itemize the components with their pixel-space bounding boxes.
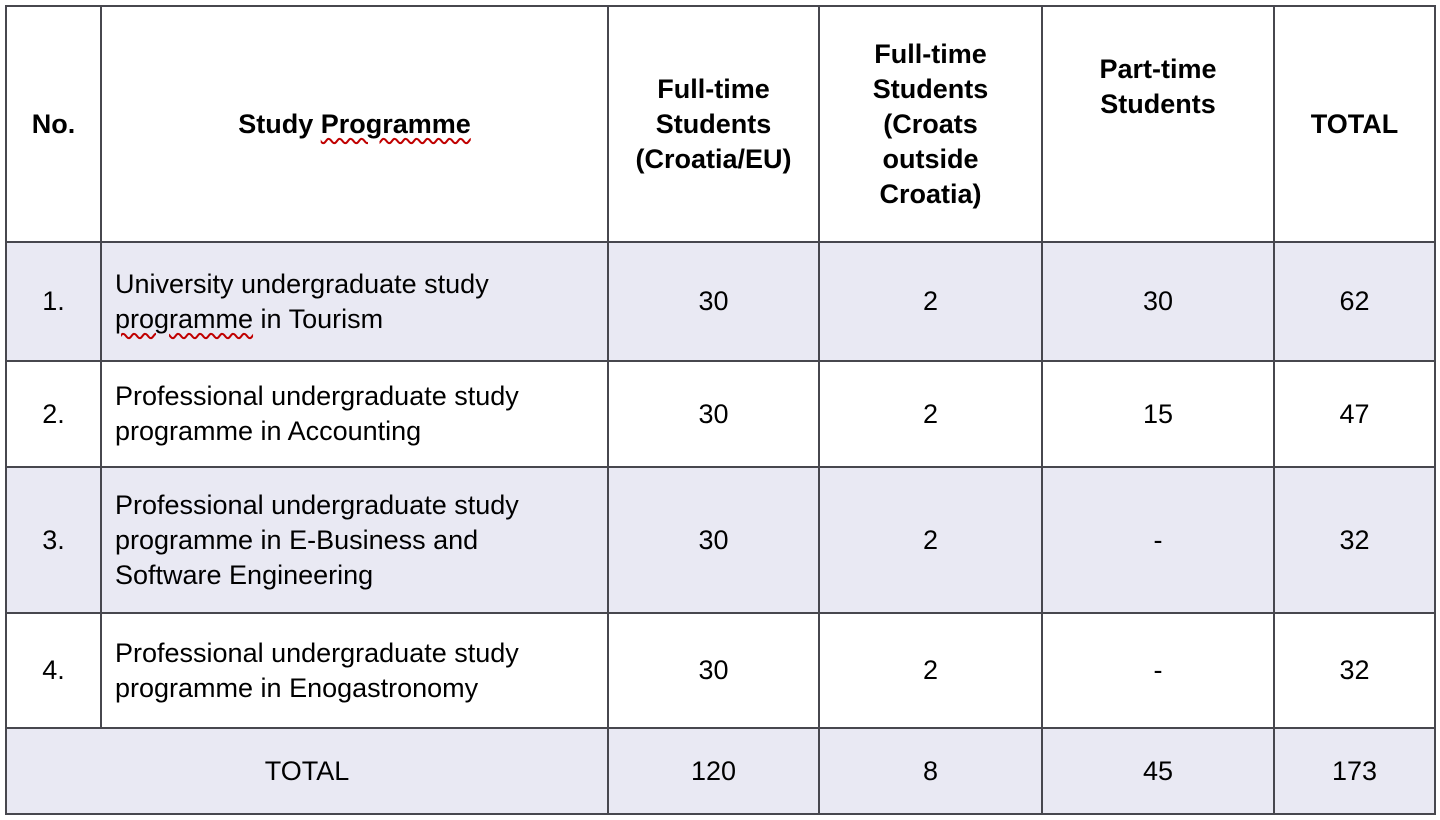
cell-r4-no: 4.: [5, 612, 102, 729]
header-study-prefix: Study: [238, 108, 321, 139]
cell-r4-parttime: -: [1041, 612, 1275, 729]
cell-r3-fulltime-eu: 30: [607, 466, 820, 614]
cell-r2-no: 2.: [5, 360, 102, 468]
cell-r3-no: 3.: [5, 466, 102, 614]
cell-r4-programme: Professional undergraduate study program…: [100, 612, 609, 729]
cell-r3-fulltime-croats: 2: [818, 466, 1043, 614]
header-cell-no: No.: [5, 5, 102, 243]
totals-row: TOTAL 120 8 45 173: [5, 727, 1436, 815]
r1-programme-misspelled-word: programme: [115, 303, 254, 334]
cell-r4-fulltime-croats: 2: [818, 612, 1043, 729]
cell-r1-parttime: 30: [1041, 241, 1275, 362]
cell-r3-total: 32: [1273, 466, 1436, 614]
cell-footer-fulltime-croats: 8: [818, 727, 1043, 815]
r4-programme-text: Professional undergraduate study program…: [115, 637, 519, 703]
cell-r2-total: 47: [1273, 360, 1436, 468]
enrollment-table: No. Study Programme Full-time Students (…: [5, 5, 1436, 815]
header-row: No. Study Programme Full-time Students (…: [5, 5, 1436, 243]
cell-r2-fulltime-croats: 2: [818, 360, 1043, 468]
cell-r2-programme: Professional undergraduate study program…: [100, 360, 609, 468]
cell-footer-fulltime-eu: 120: [607, 727, 820, 815]
cell-r3-programme: Professional undergraduate study program…: [100, 466, 609, 614]
cell-r4-total: 32: [1273, 612, 1436, 729]
cell-r3-parttime: -: [1041, 466, 1275, 614]
cell-r1-programme: University undergraduate study programme…: [100, 241, 609, 362]
cell-r1-no: 1.: [5, 241, 102, 362]
cell-footer-label: TOTAL: [5, 727, 609, 815]
header-cell-parttime: Part-time Students: [1041, 5, 1275, 243]
cell-r1-fulltime-croats: 2: [818, 241, 1043, 362]
header-programme-misspelled-word: Programme: [320, 108, 471, 139]
header-cell-fulltime-croats: Full-time Students (Croats outside Croat…: [818, 5, 1043, 243]
r2-programme-text: Professional undergraduate study program…: [115, 381, 519, 446]
r1-programme-text-after: in Tourism: [253, 303, 384, 334]
r3-programme-text: Professional undergraduate study program…: [115, 489, 519, 590]
header-cell-fulltime-eu: Full-time Students (Croatia/EU): [607, 5, 820, 243]
cell-footer-total: 173: [1273, 727, 1436, 815]
cell-r1-total: 62: [1273, 241, 1436, 362]
table-row-4: 4. Professional undergraduate study prog…: [5, 612, 1436, 729]
table-row-2: 2. Professional undergraduate study prog…: [5, 360, 1436, 468]
r1-programme-text: University undergraduate study: [115, 268, 489, 299]
cell-footer-parttime: 45: [1041, 727, 1275, 815]
cell-r2-fulltime-eu: 30: [607, 360, 820, 468]
header-cell-total: TOTAL: [1273, 5, 1436, 243]
cell-r4-fulltime-eu: 30: [607, 612, 820, 729]
cell-r2-parttime: 15: [1041, 360, 1275, 468]
table-row-3: 3. Professional undergraduate study prog…: [5, 466, 1436, 614]
table-row-1: 1. University undergraduate study progra…: [5, 241, 1436, 362]
header-cell-study-programme: Study Programme: [100, 5, 609, 243]
cell-r1-fulltime-eu: 30: [607, 241, 820, 362]
